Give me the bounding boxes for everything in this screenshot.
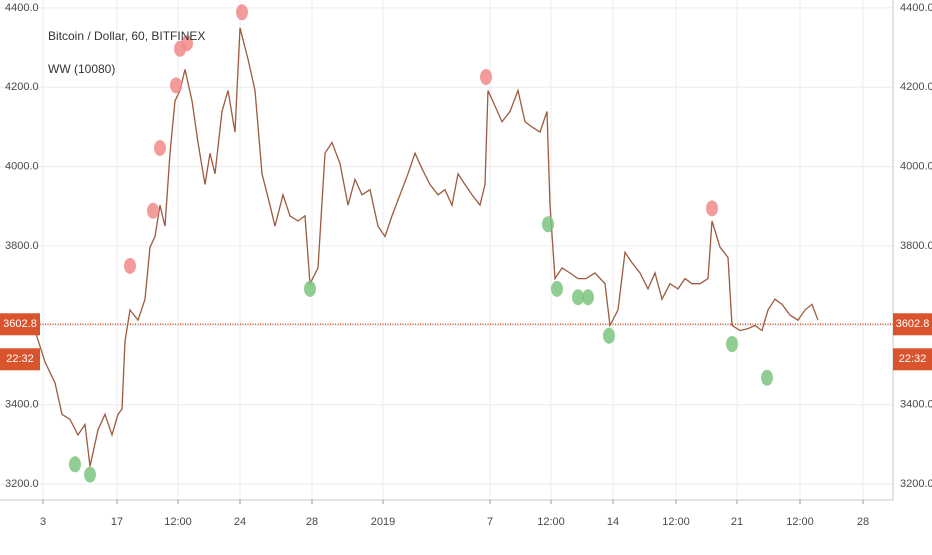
x-tick-label: 24: [234, 516, 246, 528]
signal-marker: [84, 466, 96, 483]
y-tick-label-left: 4200.0: [5, 81, 39, 93]
y-tick-label: 3400.0: [900, 399, 932, 411]
countdown-box: [0, 348, 40, 371]
countdown-label: 22:32: [6, 353, 34, 365]
indicator-label: WW (10080): [48, 62, 115, 76]
signal-marker: [124, 257, 136, 274]
countdown-box: [893, 348, 932, 371]
x-tick-label: 28: [857, 516, 869, 528]
x-tick-label: 21: [731, 516, 743, 528]
x-tick-label: 3: [40, 516, 46, 528]
signal-marker: [304, 280, 316, 297]
y-tick-label-left: 4400.0: [5, 2, 39, 14]
signal-marker: [147, 202, 159, 219]
x-tick-label: 2019: [371, 516, 395, 528]
signal-marker: [551, 280, 563, 297]
signal-marker: [761, 369, 773, 386]
signal-marker: [706, 200, 718, 217]
signal-marker: [69, 456, 81, 473]
last-price-label: 3602.8: [896, 318, 930, 330]
x-tick-label: 7: [487, 516, 493, 528]
y-tick-label-left: 3200.0: [5, 478, 39, 490]
signal-marker: [480, 68, 492, 85]
last-price-box: [893, 313, 932, 336]
x-tick-label: 12:00: [164, 516, 192, 528]
signal-marker: [603, 327, 615, 344]
x-tick-label: 17: [111, 516, 123, 528]
y-tick-label-left: 4000.0: [5, 161, 39, 173]
signal-marker: [154, 140, 166, 157]
signal-marker: [170, 77, 182, 94]
x-tick-label: 12:00: [537, 516, 565, 528]
signal-marker: [582, 289, 594, 306]
y-tick-label: 4400.0: [900, 2, 932, 14]
x-tick-label: 12:00: [662, 516, 690, 528]
countdown-label: 22:32: [899, 353, 927, 365]
y-tick-label-left: 3800.0: [5, 240, 39, 252]
y-tick-label: 3800.0: [900, 240, 932, 252]
x-tick-label: 14: [607, 516, 619, 528]
last-price-label: 3602.8: [3, 318, 37, 330]
y-tick-label: 3200.0: [900, 478, 932, 490]
y-tick-label: 4200.0: [900, 81, 932, 93]
signal-marker: [572, 289, 584, 306]
signal-marker: [236, 4, 248, 21]
chart-title: Bitcoin / Dollar, 60, BITFINEX: [48, 29, 205, 43]
y-tick-label-left: 3400.0: [5, 399, 39, 411]
signal-marker: [726, 336, 738, 353]
signal-marker: [542, 216, 554, 233]
x-tick-label: 12:00: [786, 516, 814, 528]
x-tick-label: 28: [306, 516, 318, 528]
price-line: [34, 27, 819, 467]
y-tick-label: 4000.0: [900, 161, 932, 173]
last-price-box: [0, 313, 40, 336]
signal-marker: [181, 35, 193, 52]
